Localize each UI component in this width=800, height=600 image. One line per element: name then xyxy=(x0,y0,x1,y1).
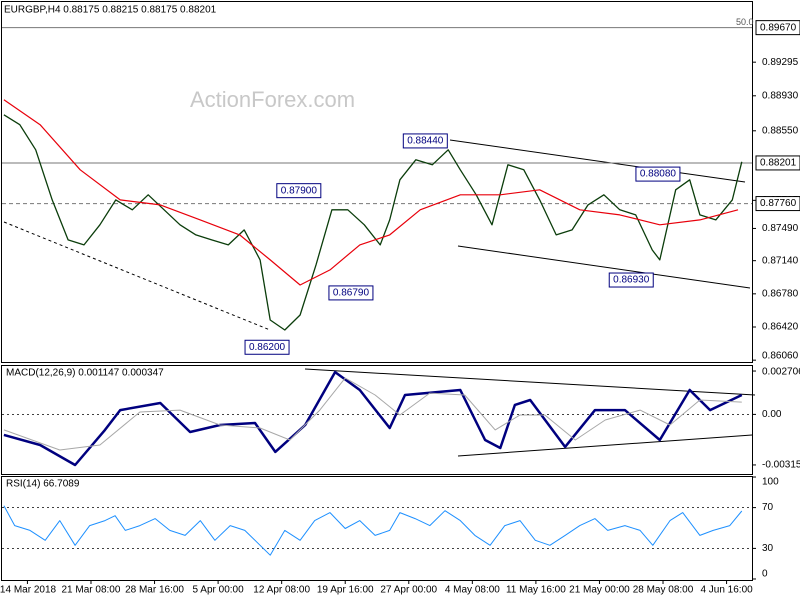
y-tick-label: 0.88930 xyxy=(762,90,799,101)
annotation-box xyxy=(276,183,322,199)
macd-trend-bottom xyxy=(457,434,753,457)
y-tick-label: 0 xyxy=(762,569,768,580)
y-tick-label: 70 xyxy=(762,502,774,513)
series-line xyxy=(3,99,739,286)
series-line xyxy=(3,114,743,331)
y-tick-label: 0.86060 xyxy=(762,351,799,362)
y-tick-label: -0.003155 xyxy=(762,460,800,471)
series-line xyxy=(3,377,742,451)
annotation-label: 0.88440 xyxy=(407,136,444,147)
x-tick-label: 11 May 16:00 xyxy=(506,585,566,596)
x-tick-label: 4 May 08:00 xyxy=(445,585,500,596)
price-box xyxy=(755,155,800,171)
watermark: ActionForex.com xyxy=(190,87,355,112)
x-tick-label: 19 Apr 16:00 xyxy=(317,585,374,596)
series-line xyxy=(3,505,743,556)
channel-bottom xyxy=(457,245,751,289)
y-tick-label: 0.87490 xyxy=(762,223,799,234)
x-tick-label: 12 Apr 08:00 xyxy=(253,585,310,596)
macd-title: MACD(12,26,9) 0.001147 0.000347 xyxy=(6,368,164,379)
annotation-label: 0.86200 xyxy=(249,342,286,353)
price-box xyxy=(755,196,800,212)
price-box-label: 0.88201 xyxy=(760,158,797,169)
rsi-frame xyxy=(1,476,753,581)
annotation-box xyxy=(328,285,374,301)
annotation-label: 0.86930 xyxy=(613,275,650,286)
y-tick-label: 0.86420 xyxy=(762,322,799,333)
annotation-label: 0.88080 xyxy=(640,169,677,180)
x-tick-label: 28 Mar 16:00 xyxy=(125,585,184,596)
x-tick-label: 5 Apr 00:00 xyxy=(193,585,245,596)
price-box-label: 0.87760 xyxy=(760,198,797,209)
rsi-title: RSI(14) 66.7089 xyxy=(6,479,80,490)
y-tick-label: 0.002706 xyxy=(762,367,800,378)
annotation-label: 0.86790 xyxy=(333,288,370,299)
y-tick-label: 0.87140 xyxy=(762,255,799,266)
x-tick-label: 4 Jun 16:00 xyxy=(700,585,753,596)
y-tick-label: 0.89295 xyxy=(762,57,799,68)
price-box-label: 0.89670 xyxy=(760,22,797,33)
channel-top xyxy=(449,139,746,183)
macd-frame xyxy=(1,365,753,475)
x-tick-label: 27 Apr 00:00 xyxy=(380,585,437,596)
x-tick-label: 21 Mar 08:00 xyxy=(62,585,121,596)
annotation-box xyxy=(635,166,681,182)
x-tick-label: 28 May 08:00 xyxy=(633,585,694,596)
y-tick-label: 0.86780 xyxy=(762,288,799,299)
price-frame xyxy=(1,1,753,363)
price-title: EURGBP,H4 0.88175 0.88215 0.88175 0.8820… xyxy=(4,5,217,16)
annotation-label: 0.87900 xyxy=(281,185,318,196)
annotation-box xyxy=(608,272,654,288)
x-tick-label: 14 Mar 2018 xyxy=(0,585,57,596)
series-line xyxy=(3,370,743,467)
y-tick-label: 0.88550 xyxy=(762,125,799,136)
y-tick-label: 0.00 xyxy=(762,409,782,420)
x-tick-label: 21 May 00:00 xyxy=(569,585,630,596)
y-tick-label: 30 xyxy=(762,543,774,554)
y-tick-label: 100 xyxy=(762,477,779,488)
annotation-box xyxy=(244,339,290,355)
annotation-box xyxy=(402,133,448,149)
fib-label: 50.0 xyxy=(736,17,754,27)
price-box xyxy=(755,20,800,36)
macd-trend-top xyxy=(304,368,756,396)
